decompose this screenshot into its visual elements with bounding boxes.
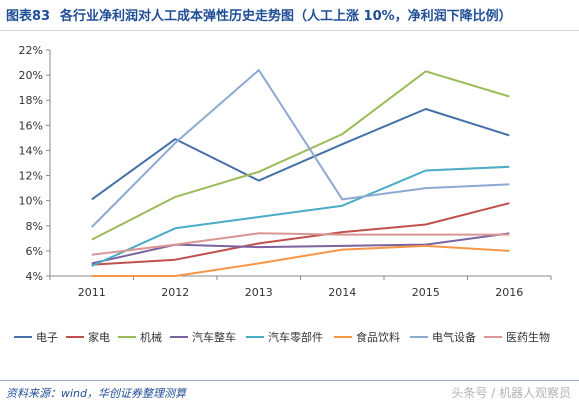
y-tick-label: 22%	[19, 44, 43, 57]
legend-label: 汽车整车	[192, 330, 236, 344]
footer-divider	[0, 380, 579, 381]
x-tick-label: 2015	[412, 286, 440, 299]
y-tick-label: 6%	[26, 245, 43, 258]
x-tick-label: 2012	[161, 286, 189, 299]
y-tick-label: 12%	[19, 170, 43, 183]
x-tick-label: 2016	[495, 286, 523, 299]
y-tick-label: 8%	[26, 220, 43, 233]
legend-label: 家电	[88, 330, 110, 344]
x-tick-label: 2011	[78, 286, 106, 299]
source-note: 资料来源：wind，华创证券整理测算	[6, 387, 187, 400]
y-tick-label: 4%	[26, 270, 43, 283]
x-tick-label: 2014	[328, 286, 356, 299]
legend-label: 电气设备	[432, 330, 476, 344]
x-tick-label: 2013	[245, 286, 273, 299]
y-tick-label: 14%	[19, 144, 43, 157]
figure-header: 图表83 各行业净利润对人工成本弹性历史走势图（人工上涨 10%，净利润下降比例…	[0, 0, 579, 31]
series-line-2	[91, 202, 510, 266]
y-tick-label: 18%	[19, 94, 43, 107]
y-tick-label: 16%	[19, 119, 43, 132]
legend-label: 医药生物	[506, 330, 550, 344]
line-chart: 4% 6% 8% 10% 12% 14% 16% 18% 20% 22% 2011 2012 2013 2…	[14, 44, 552, 344]
chart-title: 各行业净利润对人工成本弹性历史走势图（人工上涨 10%，净利润下降比例）	[60, 9, 512, 24]
y-tick-label: 10%	[19, 195, 43, 208]
series-line-3	[91, 70, 510, 241]
series-line-7	[91, 69, 510, 228]
series-line-6	[91, 244, 510, 277]
y-tick-label: 20%	[19, 69, 43, 82]
legend-label: 机械	[140, 330, 162, 344]
series-line-1	[91, 108, 510, 201]
legend-label: 汽车零部件	[268, 330, 323, 344]
watermark: 头条号 / 机器人观察员	[451, 386, 571, 400]
series-line-4	[91, 232, 510, 265]
figure-label: 图表83	[6, 9, 51, 24]
legend-label: 电子	[36, 331, 58, 344]
legend-label: 食品饮料	[356, 330, 400, 344]
series-line-8	[91, 232, 510, 256]
series-line-5	[91, 165, 510, 267]
